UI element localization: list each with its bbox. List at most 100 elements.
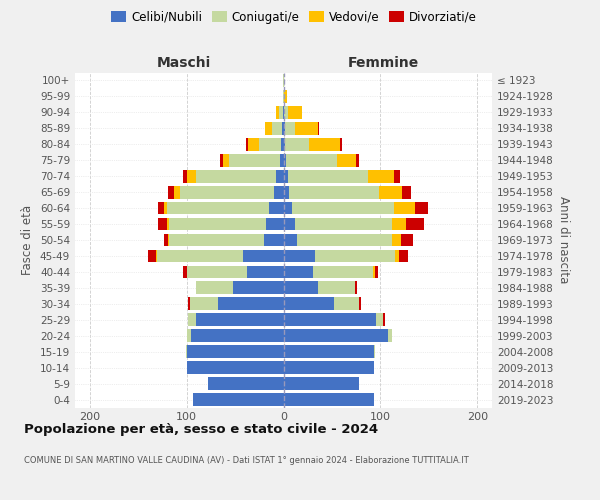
Bar bbox=[284, 314, 376, 326]
Bar bbox=[278, 106, 283, 119]
Bar bbox=[196, 282, 233, 294]
Bar bbox=[190, 298, 218, 310]
Bar bbox=[187, 330, 191, 342]
Bar bbox=[284, 393, 374, 406]
Bar bbox=[148, 250, 157, 262]
Bar bbox=[284, 90, 287, 103]
Bar bbox=[337, 154, 356, 166]
Bar bbox=[164, 202, 167, 214]
Bar bbox=[289, 106, 302, 119]
Bar bbox=[319, 282, 355, 294]
Bar bbox=[309, 138, 340, 150]
Bar bbox=[276, 170, 284, 182]
Bar bbox=[284, 234, 297, 246]
Bar bbox=[286, 154, 337, 166]
Bar bbox=[374, 266, 377, 278]
Bar bbox=[168, 186, 174, 198]
Bar bbox=[264, 234, 284, 246]
Bar bbox=[284, 186, 289, 198]
Bar bbox=[245, 138, 248, 150]
Bar bbox=[313, 266, 373, 278]
Bar bbox=[383, 314, 385, 326]
Bar bbox=[243, 250, 284, 262]
Bar bbox=[376, 314, 383, 326]
Bar bbox=[269, 202, 284, 214]
Bar bbox=[187, 346, 284, 358]
Bar bbox=[218, 298, 284, 310]
Text: COMUNE DI SAN MARTINO VALLE CAUDINA (AV) - Dati ISTAT 1° gennaio 2024 - Elaboraz: COMUNE DI SAN MARTINO VALLE CAUDINA (AV)… bbox=[24, 456, 469, 465]
Bar bbox=[392, 218, 406, 230]
Bar bbox=[284, 361, 374, 374]
Bar bbox=[274, 186, 284, 198]
Bar bbox=[284, 250, 314, 262]
Bar bbox=[188, 298, 190, 310]
Bar bbox=[191, 330, 284, 342]
Bar bbox=[401, 234, 413, 246]
Bar bbox=[392, 234, 401, 246]
Bar bbox=[359, 298, 361, 310]
Bar bbox=[334, 298, 359, 310]
Bar bbox=[185, 346, 187, 358]
Bar bbox=[295, 122, 319, 134]
Bar bbox=[297, 234, 392, 246]
Bar bbox=[284, 138, 286, 150]
Bar bbox=[340, 138, 341, 150]
Bar bbox=[368, 170, 394, 182]
Bar bbox=[289, 170, 368, 182]
Bar bbox=[415, 202, 428, 214]
Bar bbox=[220, 154, 223, 166]
Bar bbox=[289, 186, 379, 198]
Bar bbox=[167, 218, 169, 230]
Bar bbox=[280, 154, 284, 166]
Bar bbox=[284, 377, 359, 390]
Bar bbox=[283, 90, 284, 103]
Y-axis label: Fasce di età: Fasce di età bbox=[22, 205, 34, 275]
Bar bbox=[164, 234, 168, 246]
Bar bbox=[233, 282, 284, 294]
Bar bbox=[406, 218, 424, 230]
Bar bbox=[281, 122, 284, 134]
Bar bbox=[355, 282, 357, 294]
Bar bbox=[284, 282, 319, 294]
Bar bbox=[395, 250, 399, 262]
Bar bbox=[169, 234, 264, 246]
Bar bbox=[187, 266, 247, 278]
Bar bbox=[283, 106, 284, 119]
Bar bbox=[388, 330, 392, 342]
Bar bbox=[286, 122, 295, 134]
Bar bbox=[180, 186, 274, 198]
Bar bbox=[373, 266, 374, 278]
Text: Maschi: Maschi bbox=[156, 56, 211, 70]
Bar bbox=[276, 106, 278, 119]
Bar bbox=[286, 138, 309, 150]
Bar bbox=[284, 298, 334, 310]
Bar bbox=[284, 218, 295, 230]
Bar bbox=[284, 330, 388, 342]
Bar bbox=[266, 218, 284, 230]
Bar bbox=[292, 202, 394, 214]
Bar bbox=[356, 154, 359, 166]
Bar bbox=[158, 218, 167, 230]
Bar bbox=[265, 122, 272, 134]
Bar bbox=[196, 170, 276, 182]
Bar bbox=[168, 234, 169, 246]
Bar bbox=[182, 266, 187, 278]
Bar bbox=[295, 218, 392, 230]
Bar bbox=[182, 170, 187, 182]
Text: Femmine: Femmine bbox=[348, 56, 419, 70]
Bar bbox=[174, 186, 180, 198]
Bar bbox=[284, 170, 289, 182]
Bar bbox=[394, 170, 400, 182]
Text: Popolazione per età, sesso e stato civile - 2024: Popolazione per età, sesso e stato civil… bbox=[24, 422, 378, 436]
Bar bbox=[284, 154, 286, 166]
Bar bbox=[167, 202, 269, 214]
Bar bbox=[402, 186, 410, 198]
Bar bbox=[187, 361, 284, 374]
Bar bbox=[223, 154, 229, 166]
Bar bbox=[193, 393, 284, 406]
Bar bbox=[158, 202, 164, 214]
Bar bbox=[284, 202, 292, 214]
Bar bbox=[196, 314, 284, 326]
Y-axis label: Anni di nascita: Anni di nascita bbox=[557, 196, 570, 284]
Legend: Celibi/Nubili, Coniugati/e, Vedovi/e, Divorziati/e: Celibi/Nubili, Coniugati/e, Vedovi/e, Di… bbox=[106, 6, 482, 28]
